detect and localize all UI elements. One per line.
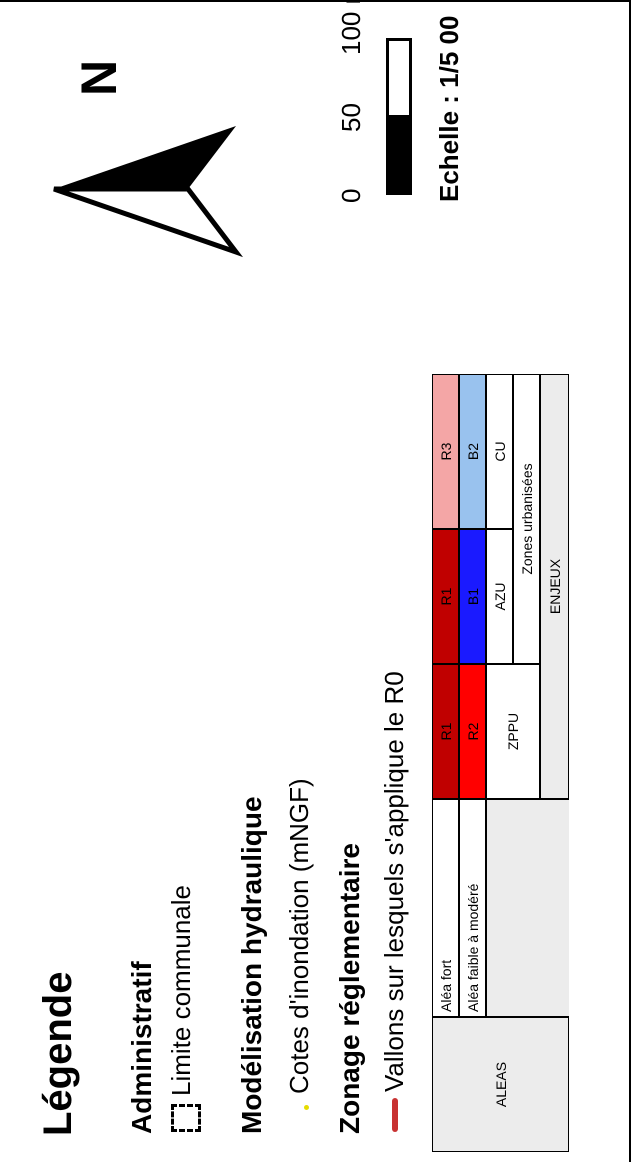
admin-heading: Administratif: [126, 961, 157, 1134]
matrix-cell: R1: [432, 529, 459, 664]
limite-communale-icon: [171, 1104, 201, 1132]
column-header-cu: CU: [486, 374, 513, 529]
cotes-label: Cotes d'inondation (mNGF): [284, 778, 314, 1094]
cote-point-icon: [304, 1105, 309, 1110]
matrix-cell: R2: [459, 664, 486, 799]
matrix-cell: R3: [432, 374, 459, 529]
zones-urbanisees-header: Zones urbanisées: [513, 374, 540, 664]
alea-row-label: Aléa fort: [432, 799, 459, 1017]
zonage-heading: Zonage réglementaire: [334, 843, 365, 1134]
column-header-zppu: ZPPU: [486, 664, 540, 799]
matrix-cell: B2: [459, 374, 486, 529]
limite-communale-label: Limite communale: [166, 885, 196, 1096]
north-arrow-icon: [53, 126, 244, 258]
scale-label: Echelle : 1/5 00: [434, 15, 464, 202]
matrix-cell: R1: [432, 664, 459, 799]
enjeux-header: ENJEUX: [540, 374, 569, 799]
scale-bar-icon: [386, 38, 412, 195]
modelisation-heading: Modélisation hydraulique: [236, 796, 267, 1134]
scale-tick-50: 50: [336, 103, 366, 132]
alea-row-label: Aléa faible à modéré: [459, 799, 486, 1017]
vallons-label: Vallons sur lesquels s'applique le R0: [379, 671, 409, 1092]
matrix-cell: B1: [459, 529, 486, 664]
legend-title: Légende: [36, 971, 80, 1136]
aleas-header-filler: [486, 799, 569, 1017]
scale-tick-100: 100 m: [336, 0, 366, 55]
scale-tick-0: 0: [336, 188, 366, 203]
column-header-azu: AZU: [486, 529, 513, 664]
north-letter: N: [71, 59, 127, 96]
aleas-header: ALEAS: [432, 1017, 569, 1152]
frame-line-right: [0, 0, 631, 2]
vallon-line-icon: [392, 1098, 398, 1132]
alea-enjeux-table: ALEAS Aléa fort Aléa faible à modéré R1 …: [432, 374, 569, 1152]
